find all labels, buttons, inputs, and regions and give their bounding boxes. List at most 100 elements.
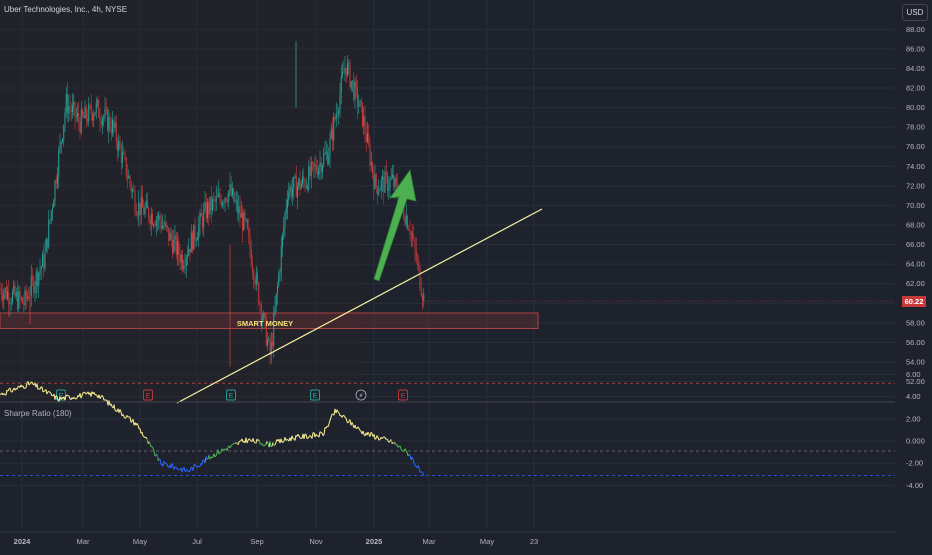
candle-body <box>302 176 303 183</box>
candle-body <box>21 298 22 299</box>
price-tick-label[interactable]: 62.00 <box>906 279 925 288</box>
candle-body <box>346 68 347 76</box>
sharpe-segment <box>323 435 324 436</box>
candle-body <box>376 175 377 187</box>
earnings-marker-label: E <box>146 393 151 400</box>
time-tick-label[interactable]: Jul <box>192 537 202 546</box>
candle-body <box>413 238 414 239</box>
candle-body <box>268 339 269 340</box>
candle-body <box>73 102 74 105</box>
time-tick-label[interactable]: Mar <box>77 537 90 546</box>
candle-body <box>236 200 237 201</box>
time-tick-label[interactable]: May <box>133 537 147 546</box>
candle-body <box>66 93 67 112</box>
candle-body <box>70 106 71 109</box>
candle-body <box>363 116 364 125</box>
candle-body <box>91 105 92 114</box>
price-tick-label[interactable]: 78.00 <box>906 123 925 132</box>
candle-body <box>231 184 232 195</box>
candle-body <box>162 226 163 229</box>
candle-body <box>241 213 242 217</box>
symbol-title[interactable]: Uber Technologies, Inc., 4h, NYSE <box>4 5 127 14</box>
candle-body <box>252 265 253 271</box>
currency-button[interactable]: USD <box>902 4 928 21</box>
candle-body <box>253 271 254 281</box>
price-tick-label[interactable]: 54.00 <box>906 357 925 366</box>
candle-body <box>372 163 373 174</box>
price-tick-label[interactable]: 66.00 <box>906 240 925 249</box>
time-tick-label[interactable]: 2024 <box>14 537 32 546</box>
candle-body <box>72 105 73 112</box>
sharpe-tick-label[interactable]: -4.00 <box>906 481 923 490</box>
sharpe-segment <box>125 418 126 419</box>
time-tick-label[interactable]: May <box>480 537 494 546</box>
candle-body <box>255 281 256 285</box>
price-tick-label[interactable]: 72.00 <box>906 181 925 190</box>
candle-body <box>133 189 134 191</box>
sharpe-segment <box>44 391 45 392</box>
candle-body <box>278 274 279 286</box>
candle-body <box>135 191 136 211</box>
candle-body <box>290 186 291 192</box>
candle-body <box>181 255 182 263</box>
candle-body <box>75 102 76 117</box>
candle-body <box>392 175 393 178</box>
candle-body <box>362 102 363 125</box>
time-tick-label[interactable]: Sep <box>250 537 263 546</box>
price-tick-label[interactable]: 58.00 <box>906 318 925 327</box>
price-tick-label[interactable]: 88.00 <box>906 25 925 34</box>
price-tick-label[interactable]: 82.00 <box>906 84 925 93</box>
candle-body <box>227 201 228 202</box>
candle-body <box>125 154 126 158</box>
sharpe-tick-label[interactable]: 0.000 <box>906 437 925 446</box>
sharpe-tick-label[interactable]: 2.00 <box>906 414 921 423</box>
sharpe-segment <box>233 444 234 445</box>
candle-body <box>3 293 4 300</box>
price-tick-label[interactable]: 74.00 <box>906 162 925 171</box>
candle-body <box>138 203 139 216</box>
sharpe-tick-label[interactable]: 4.00 <box>906 392 921 401</box>
price-tick-label[interactable]: 80.00 <box>906 103 925 112</box>
sharpe-segment <box>389 441 390 442</box>
sharpe-segment <box>212 457 213 458</box>
price-tick-label[interactable]: 76.00 <box>906 142 925 151</box>
time-tick-label[interactable]: Mar <box>423 537 436 546</box>
price-tick-label[interactable]: 70.00 <box>906 201 925 210</box>
time-tick-label[interactable]: 23 <box>530 537 538 546</box>
candle-body <box>211 197 212 211</box>
price-tick-label[interactable]: 84.00 <box>906 64 925 73</box>
candle-body <box>237 200 238 213</box>
candle-body <box>238 206 239 212</box>
candle-body <box>345 68 346 73</box>
candle-body <box>293 177 294 189</box>
sharpe-tick-label[interactable]: 6.00 <box>906 370 921 379</box>
candle-body <box>95 112 96 115</box>
candle-body <box>365 116 366 133</box>
candle-body <box>391 178 392 179</box>
sharpe-segment <box>320 432 321 433</box>
price-tick-label[interactable]: 68.00 <box>906 220 925 229</box>
candle-body <box>47 239 48 248</box>
candle-body <box>193 225 194 251</box>
price-tick-label[interactable]: 64.00 <box>906 260 925 269</box>
candle-body <box>215 199 216 201</box>
time-tick-label[interactable]: 2025 <box>366 537 383 546</box>
sharpe-tick-label[interactable]: -2.00 <box>906 459 923 468</box>
candle-body <box>388 188 389 191</box>
price-tick-label[interactable]: 56.00 <box>906 338 925 347</box>
sharpe-segment <box>382 438 383 439</box>
candle-body <box>131 184 132 192</box>
price-tick-label[interactable]: 86.00 <box>906 44 925 53</box>
lightning-icon-glyph: ⚡ <box>359 392 364 400</box>
candle-body <box>261 304 262 320</box>
candle-body <box>101 121 102 125</box>
candle-body <box>38 273 39 286</box>
indicator-title[interactable]: Sharpe Ratio (180) <box>4 409 72 418</box>
candle-body <box>331 129 332 139</box>
candle-body <box>291 186 292 196</box>
candle-body <box>33 279 34 293</box>
time-tick-label[interactable]: Nov <box>309 537 323 546</box>
sharpe-segment <box>165 463 166 464</box>
